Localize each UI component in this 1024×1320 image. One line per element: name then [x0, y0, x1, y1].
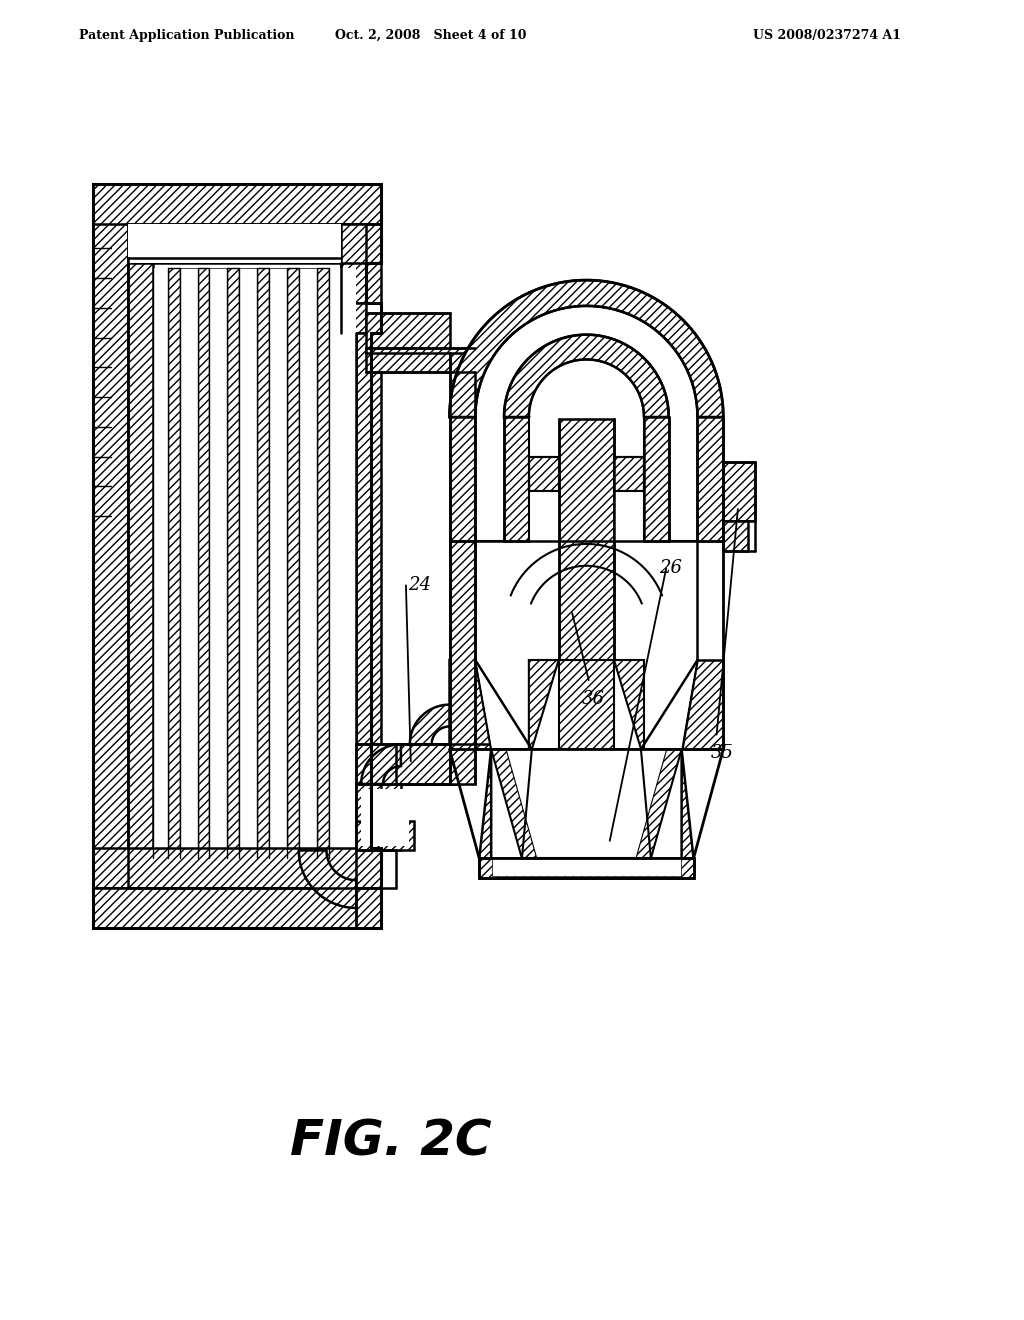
Polygon shape	[329, 268, 356, 858]
Polygon shape	[128, 263, 153, 869]
Polygon shape	[356, 784, 401, 850]
Polygon shape	[450, 417, 475, 541]
Text: 36: 36	[582, 690, 604, 708]
Polygon shape	[614, 457, 644, 491]
Polygon shape	[227, 268, 240, 858]
Polygon shape	[559, 418, 614, 660]
Polygon shape	[644, 417, 669, 541]
Polygon shape	[506, 750, 667, 858]
Polygon shape	[341, 223, 381, 302]
Polygon shape	[299, 850, 356, 908]
Polygon shape	[180, 268, 198, 858]
Polygon shape	[492, 750, 682, 858]
Polygon shape	[615, 417, 643, 541]
Polygon shape	[240, 268, 257, 858]
Polygon shape	[476, 660, 527, 750]
Polygon shape	[528, 660, 559, 750]
Polygon shape	[529, 491, 558, 541]
Polygon shape	[615, 491, 643, 541]
Polygon shape	[210, 268, 227, 858]
Polygon shape	[559, 660, 614, 750]
Polygon shape	[479, 858, 693, 878]
Polygon shape	[723, 521, 749, 550]
Polygon shape	[153, 268, 168, 858]
Polygon shape	[341, 302, 367, 333]
Polygon shape	[361, 789, 409, 846]
Polygon shape	[504, 335, 669, 417]
Text: 24: 24	[408, 576, 431, 594]
Polygon shape	[299, 268, 316, 858]
Polygon shape	[93, 888, 381, 928]
Polygon shape	[493, 858, 681, 876]
Polygon shape	[287, 268, 299, 858]
Polygon shape	[670, 417, 696, 541]
Polygon shape	[401, 744, 461, 784]
Polygon shape	[528, 457, 559, 491]
Polygon shape	[93, 849, 381, 888]
Polygon shape	[476, 417, 503, 541]
Polygon shape	[128, 223, 367, 263]
Polygon shape	[645, 660, 696, 750]
Polygon shape	[128, 223, 341, 263]
Polygon shape	[504, 417, 528, 541]
Polygon shape	[356, 744, 450, 784]
Polygon shape	[450, 541, 475, 784]
Polygon shape	[93, 888, 182, 928]
Polygon shape	[367, 313, 450, 352]
Polygon shape	[361, 744, 401, 784]
Polygon shape	[198, 268, 210, 858]
Polygon shape	[257, 268, 269, 858]
Polygon shape	[529, 417, 558, 541]
Polygon shape	[682, 660, 723, 750]
Polygon shape	[316, 268, 329, 858]
Text: 35: 35	[711, 744, 733, 763]
Polygon shape	[682, 750, 693, 858]
Polygon shape	[723, 462, 755, 521]
Polygon shape	[356, 821, 414, 850]
Polygon shape	[356, 784, 381, 821]
Polygon shape	[168, 268, 180, 858]
Polygon shape	[410, 705, 450, 744]
Text: Oct. 2, 2008   Sheet 4 of 10: Oct. 2, 2008 Sheet 4 of 10	[335, 29, 526, 42]
Text: FIG. 2C: FIG. 2C	[290, 1117, 492, 1166]
Polygon shape	[450, 280, 723, 417]
Polygon shape	[93, 183, 381, 223]
Polygon shape	[269, 268, 287, 858]
Polygon shape	[450, 352, 475, 541]
Text: US 2008/0237274 A1: US 2008/0237274 A1	[754, 29, 901, 42]
Polygon shape	[356, 333, 381, 888]
Polygon shape	[614, 660, 644, 750]
Polygon shape	[479, 750, 492, 858]
Text: Patent Application Publication: Patent Application Publication	[79, 29, 294, 42]
Polygon shape	[367, 347, 475, 372]
Polygon shape	[529, 362, 643, 417]
Text: 26: 26	[658, 558, 682, 577]
Polygon shape	[93, 183, 128, 888]
Polygon shape	[697, 417, 723, 541]
Polygon shape	[450, 660, 492, 750]
